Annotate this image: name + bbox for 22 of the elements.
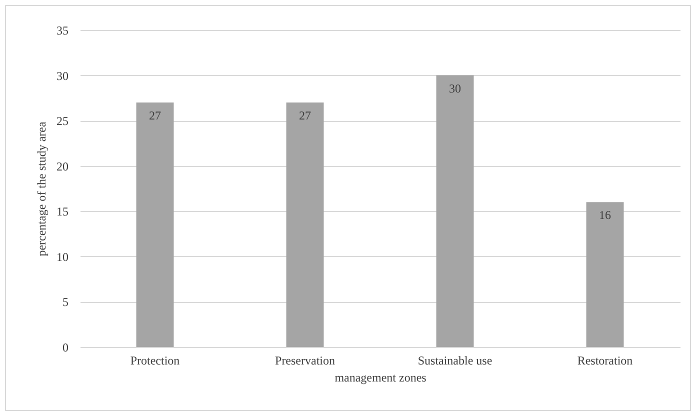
y-tick-label: 30 [56,68,68,83]
y-tick-label: 20 [56,159,68,174]
y-tick-label: 35 [56,24,68,38]
x-tick-label: Preservation [275,354,335,368]
data-label: 27 [149,108,161,122]
bar [286,102,324,347]
y-tick-label: 5 [62,295,68,310]
x-axis-title: management zones [334,370,427,384]
y-tick-label: 25 [56,114,68,128]
bar [436,75,474,347]
bar [586,202,624,347]
y-tick-label: 0 [62,340,68,354]
x-tick-label: Protection [130,354,180,368]
x-tick-label: Sustainable use [418,354,492,368]
data-label: 27 [299,108,311,122]
y-tick-label: 10 [56,250,68,264]
bar [136,102,174,347]
data-label: 16 [599,208,611,222]
y-tick-label: 15 [56,204,68,219]
y-axis-title: percentage of the study area [34,121,48,256]
x-tick-label: Restoration [577,354,633,368]
data-label: 30 [449,81,461,96]
